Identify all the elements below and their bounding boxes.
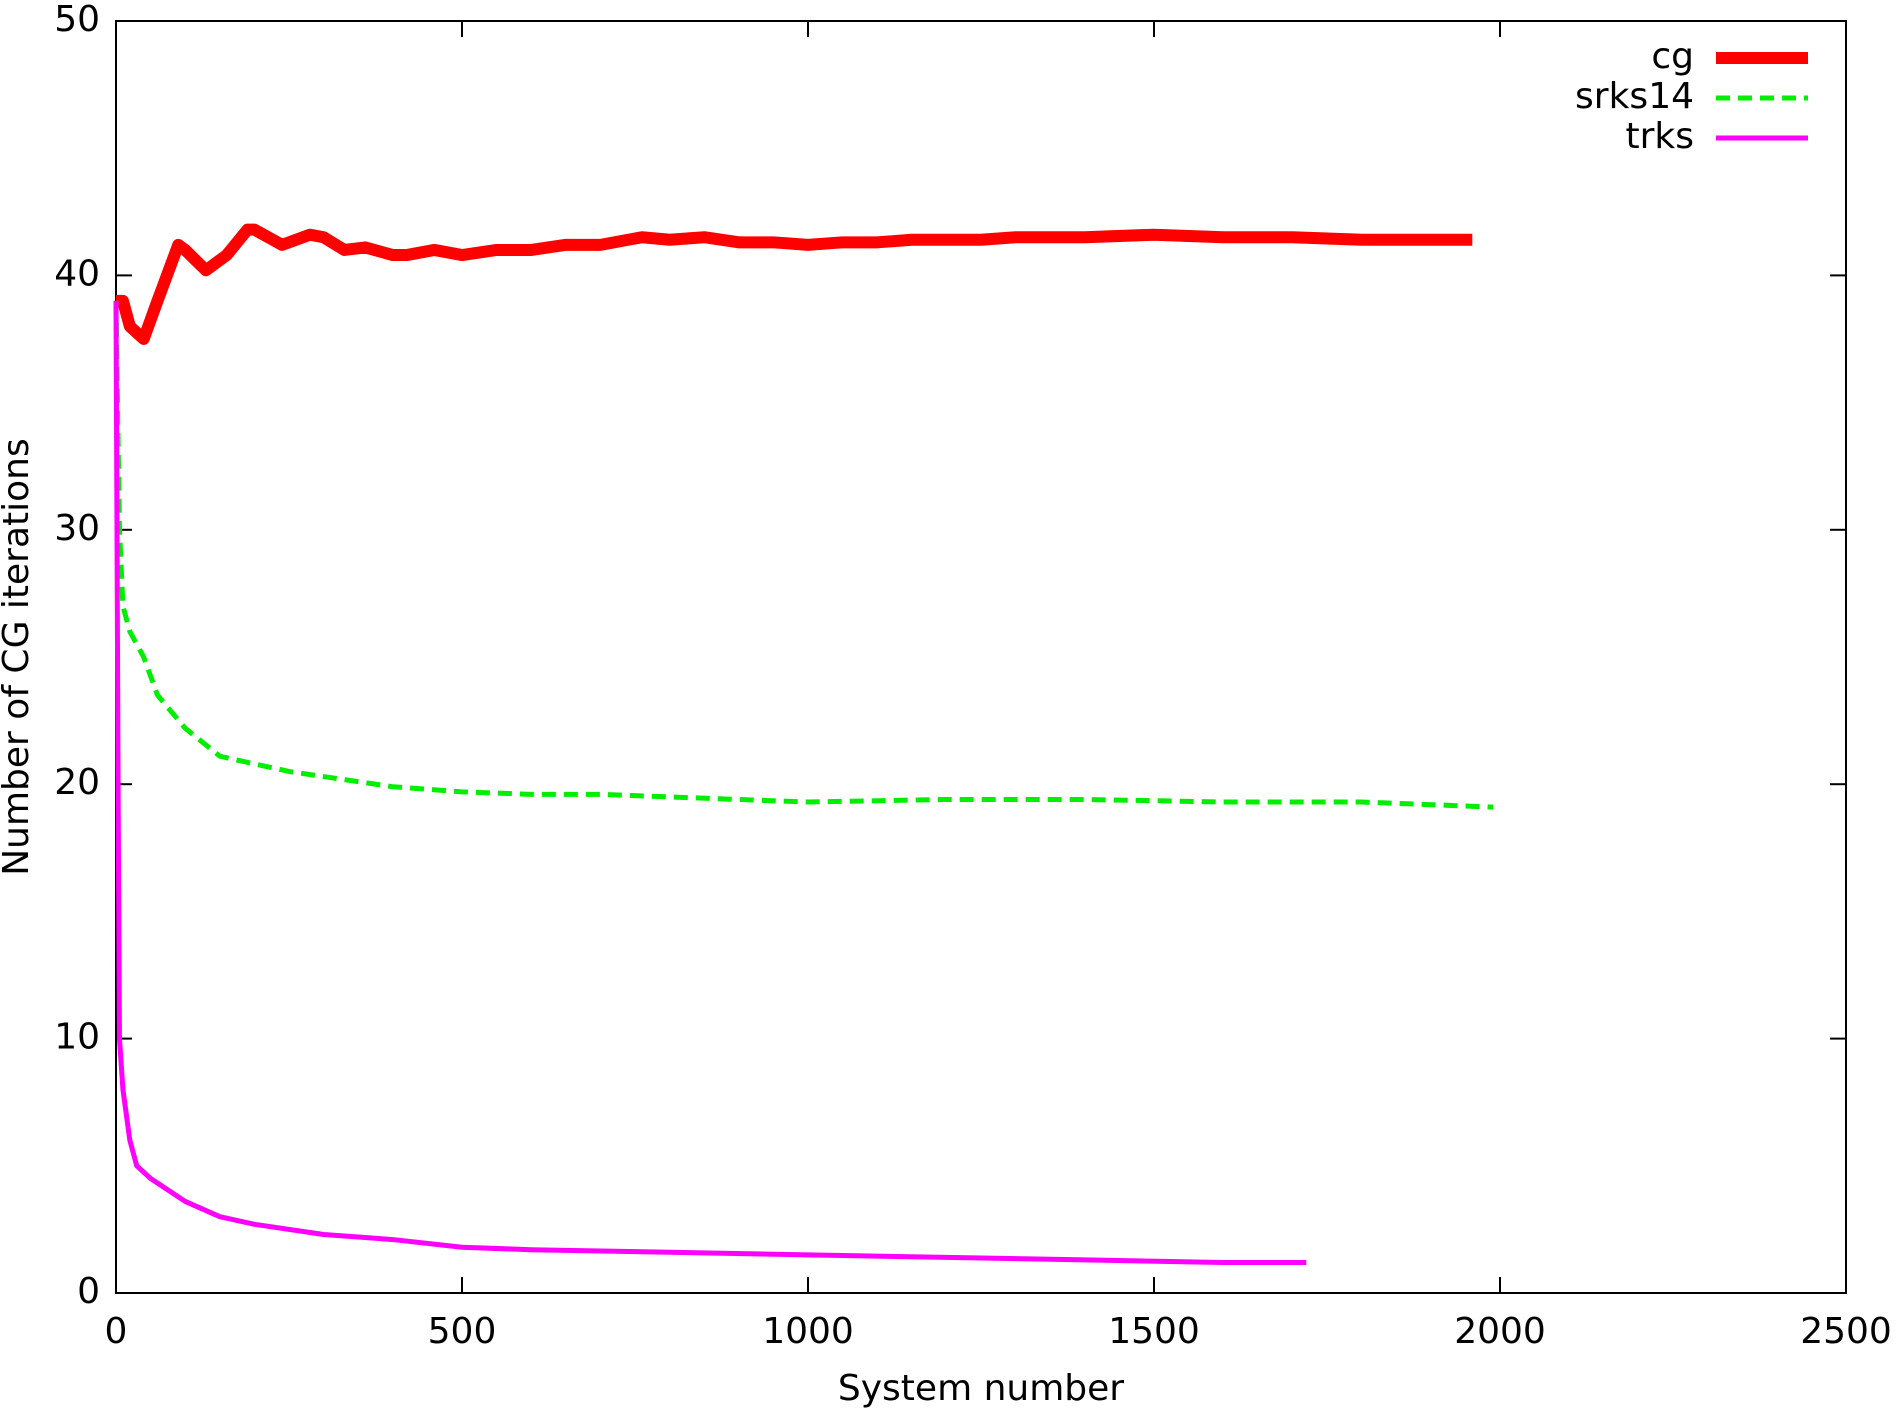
y-tick-label: 30 bbox=[54, 508, 100, 549]
legend-label: trks bbox=[1625, 116, 1694, 157]
y-axis-label: Number of CG iterations bbox=[0, 438, 37, 876]
series-line bbox=[113, 300, 1307, 1265]
plot-frame bbox=[115, 20, 1847, 1294]
x-tick-label: 1000 bbox=[762, 1311, 854, 1352]
y-tick-label: 20 bbox=[54, 762, 100, 803]
x-tick-label: 2000 bbox=[1454, 1311, 1546, 1352]
y-tick-label: 0 bbox=[77, 1271, 100, 1312]
x-axis-label: System number bbox=[838, 1368, 1124, 1409]
series-line bbox=[113, 300, 1494, 810]
x-tick-label: 0 bbox=[105, 1311, 128, 1352]
x-tick-label: 500 bbox=[428, 1311, 497, 1352]
y-tick-label: 50 bbox=[54, 0, 100, 40]
y-tick-label: 40 bbox=[54, 253, 100, 294]
legend-label: srks14 bbox=[1575, 76, 1694, 117]
series-line bbox=[116, 223, 1473, 345]
x-tick-label: 1500 bbox=[1108, 1311, 1200, 1352]
x-tick-label: 2500 bbox=[1800, 1311, 1892, 1352]
legend-label: cg bbox=[1651, 36, 1694, 77]
y-tick-label: 10 bbox=[54, 1017, 100, 1058]
